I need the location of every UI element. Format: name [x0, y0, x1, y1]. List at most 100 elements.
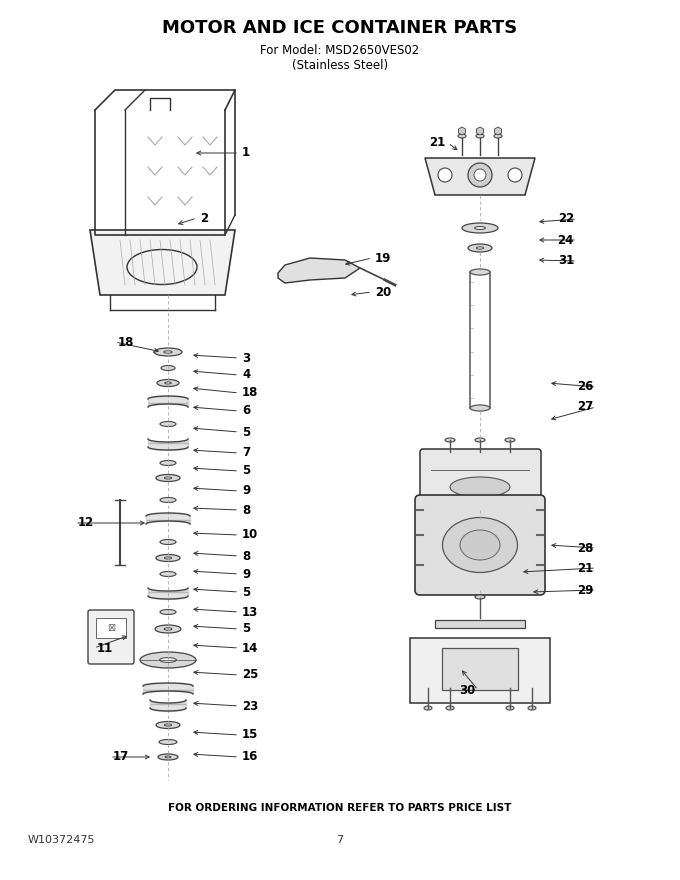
Ellipse shape [160, 460, 176, 466]
Text: 27: 27 [577, 400, 593, 414]
Ellipse shape [154, 348, 182, 356]
Ellipse shape [475, 226, 486, 230]
Circle shape [468, 163, 492, 187]
Ellipse shape [161, 365, 175, 370]
Text: 5: 5 [242, 426, 250, 438]
Text: For Model: MSD2650VES02: For Model: MSD2650VES02 [260, 43, 420, 56]
Text: 9: 9 [242, 568, 250, 581]
Text: 9: 9 [242, 485, 250, 497]
Ellipse shape [159, 739, 177, 744]
Text: 13: 13 [242, 605, 258, 619]
Ellipse shape [458, 134, 466, 138]
FancyBboxPatch shape [415, 495, 545, 595]
Ellipse shape [165, 724, 171, 726]
FancyBboxPatch shape [88, 610, 134, 664]
Ellipse shape [475, 595, 485, 599]
Text: 5: 5 [242, 585, 250, 598]
Bar [96, 618, 126, 638]
Circle shape [508, 168, 522, 182]
Text: 20: 20 [375, 285, 391, 298]
Ellipse shape [165, 477, 171, 479]
Text: 4: 4 [242, 369, 250, 382]
Polygon shape [458, 127, 466, 135]
Bar [435, 620, 525, 628]
Ellipse shape [160, 657, 176, 663]
Ellipse shape [165, 382, 171, 384]
Ellipse shape [446, 706, 454, 710]
Text: (Stainless Steel): (Stainless Steel) [292, 58, 388, 71]
Ellipse shape [443, 517, 517, 573]
Text: 5: 5 [242, 622, 250, 635]
Ellipse shape [165, 557, 171, 559]
Text: 3: 3 [242, 351, 250, 364]
Text: 6: 6 [242, 405, 250, 417]
Text: 21: 21 [577, 561, 593, 575]
Text: 31: 31 [558, 254, 574, 268]
Text: 14: 14 [242, 642, 258, 655]
Ellipse shape [477, 246, 483, 249]
Text: 26: 26 [577, 380, 593, 393]
Text: 28: 28 [577, 541, 593, 554]
Text: 25: 25 [242, 669, 258, 681]
Text: 5: 5 [242, 465, 250, 478]
Ellipse shape [462, 223, 498, 233]
Text: W10372475: W10372475 [28, 835, 95, 845]
Text: 16: 16 [242, 751, 258, 764]
FancyBboxPatch shape [420, 449, 541, 513]
Text: 12: 12 [78, 517, 95, 530]
Ellipse shape [475, 438, 485, 442]
Text: 18: 18 [242, 386, 258, 400]
Text: 15: 15 [242, 729, 258, 742]
Ellipse shape [476, 134, 484, 138]
Text: 11: 11 [97, 642, 114, 655]
Ellipse shape [160, 539, 176, 545]
Text: 23: 23 [242, 700, 258, 713]
Ellipse shape [160, 497, 176, 502]
Text: 30: 30 [459, 684, 475, 696]
Text: 8: 8 [242, 503, 250, 517]
Ellipse shape [470, 269, 490, 275]
Ellipse shape [494, 134, 502, 138]
Ellipse shape [160, 422, 176, 427]
Ellipse shape [164, 351, 172, 353]
Ellipse shape [156, 554, 180, 561]
Ellipse shape [164, 627, 172, 630]
Polygon shape [278, 258, 360, 283]
Polygon shape [477, 127, 483, 135]
Ellipse shape [140, 652, 196, 668]
Text: 8: 8 [242, 549, 250, 562]
Text: 17: 17 [113, 751, 129, 764]
Circle shape [474, 169, 486, 181]
Ellipse shape [528, 706, 536, 710]
Ellipse shape [460, 530, 500, 560]
Ellipse shape [160, 571, 176, 576]
Ellipse shape [155, 625, 181, 633]
Ellipse shape [445, 438, 455, 442]
Text: 7: 7 [337, 835, 343, 845]
Text: MOTOR AND ICE CONTAINER PARTS: MOTOR AND ICE CONTAINER PARTS [163, 19, 517, 37]
Ellipse shape [156, 722, 180, 729]
Polygon shape [425, 158, 535, 195]
Text: 7: 7 [242, 446, 250, 459]
Ellipse shape [506, 706, 514, 710]
Ellipse shape [160, 610, 176, 614]
Ellipse shape [157, 379, 179, 386]
Polygon shape [90, 230, 235, 295]
Ellipse shape [468, 244, 492, 252]
Text: 1: 1 [242, 146, 250, 159]
Ellipse shape [424, 706, 432, 710]
Bar [410, 638, 550, 703]
Circle shape [438, 168, 452, 182]
Ellipse shape [158, 754, 178, 760]
Text: 29: 29 [577, 583, 593, 597]
Text: 21: 21 [429, 136, 445, 150]
Text: ⊠: ⊠ [107, 623, 115, 633]
Bar [442, 648, 518, 690]
Text: 22: 22 [558, 212, 574, 225]
Ellipse shape [505, 438, 515, 442]
Ellipse shape [156, 474, 180, 481]
Polygon shape [494, 127, 501, 135]
Text: FOR ORDERING INFORMATION REFER TO PARTS PRICE LIST: FOR ORDERING INFORMATION REFER TO PARTS … [169, 803, 511, 813]
Text: 24: 24 [558, 233, 574, 246]
Text: 2: 2 [200, 211, 208, 224]
